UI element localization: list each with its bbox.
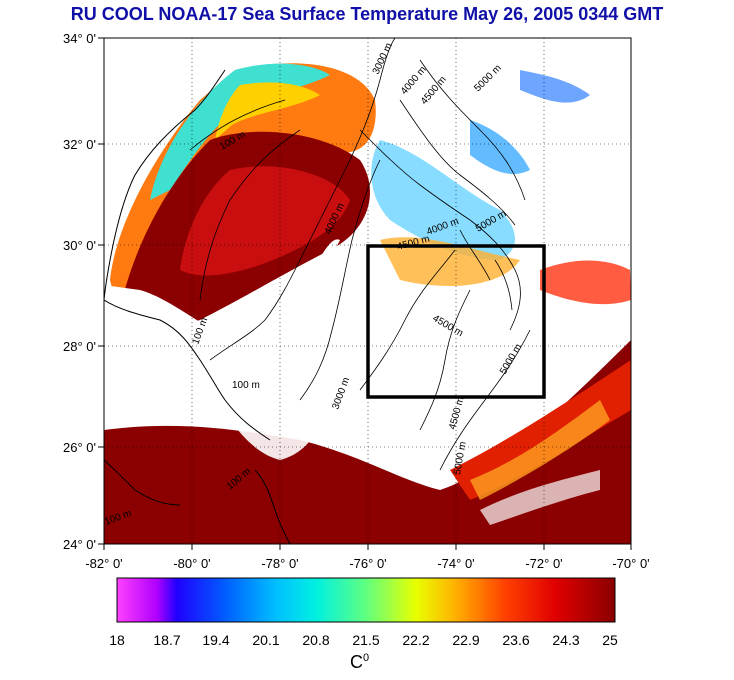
lon-label: -80° 0' [173,556,210,571]
unit-base: C [350,652,363,672]
unit-sup: 0 [363,652,370,664]
colorbar-tick: 22.9 [452,632,480,648]
colorbar-unit: C0 [350,652,369,673]
colorbar-tick: 20.1 [252,632,280,648]
colorbar [116,577,616,623]
lon-label: -70° 0' [612,556,649,571]
longitude-labels: -82° 0' -80° 0' -78° 0' -76° 0' -74° 0' … [85,556,649,571]
lon-label: -82° 0' [85,556,122,571]
study-box [366,244,546,399]
sst-layer [104,63,631,544]
colorbar-tick: 24.3 [552,632,580,648]
colorbar-tick-labels: 18 18.7 19.4 20.1 20.8 21.5 22.2 22.9 23… [0,632,734,652]
lat-label: 32° 0' [63,137,96,152]
colorbar-tick: 19.4 [202,632,230,648]
lat-label: 30° 0' [63,238,96,253]
bathymetry-contours [189,38,531,471]
coastline [104,69,291,544]
lat-label: 34° 0' [63,31,96,46]
map-title: RU COOL NOAA-17 Sea Surface Temperature … [70,4,664,24]
lon-label: -78° 0' [261,556,298,571]
latitude-labels: 34° 0' 32° 0' 30° 0' 28° 0' 26° 0' 24° 0… [63,31,96,552]
colorbar-tick: 22.2 [402,632,430,648]
colorbar-tick: 18 [109,632,125,648]
axis-ticks [98,37,632,550]
lat-label: 24° 0' [63,537,96,552]
colorbar-tick: 21.5 [352,632,380,648]
lon-label: -72° 0' [525,556,562,571]
colorbar-tick: 25 [602,632,618,648]
lat-label: 28° 0' [63,339,96,354]
contour-label-100m-c: 100 m [232,380,260,391]
colorbar-tick: 18.7 [153,632,181,648]
lat-label: 26° 0' [63,440,96,455]
colorbar-tick: 23.6 [502,632,530,648]
colorbar-tick: 20.8 [302,632,330,648]
lon-label: -76° 0' [349,556,386,571]
lon-label: -74° 0' [437,556,474,571]
